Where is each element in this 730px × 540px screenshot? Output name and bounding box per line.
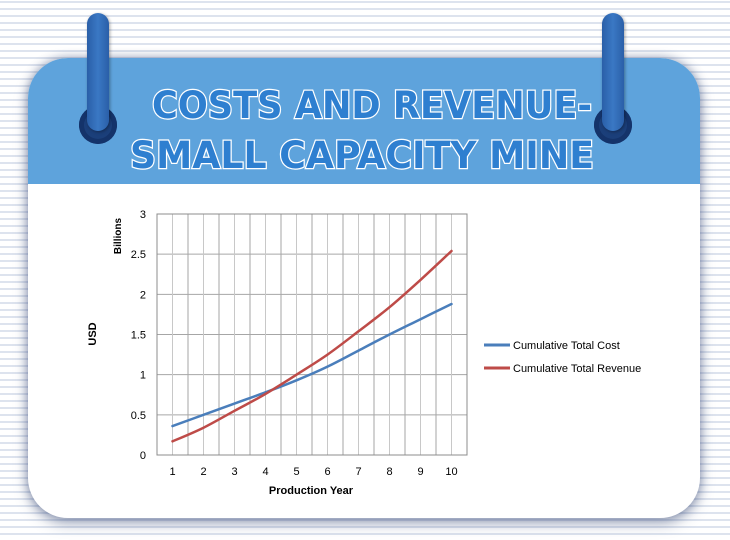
x-tick-label: 1	[169, 466, 175, 478]
x-tick-label: 2	[200, 466, 206, 478]
grid	[156, 213, 468, 456]
calendar-card	[28, 58, 700, 518]
y-tick-labels: 0 0.5 1 1.5 2 2.5 3	[131, 209, 146, 462]
x-tick-label: 8	[386, 466, 392, 478]
card-header	[28, 58, 700, 184]
right-binder-ring	[602, 13, 624, 131]
series-line-cumulative-total-revenue	[171, 249, 453, 443]
legend-label-revenue: Cumulative Total Revenue	[513, 363, 641, 375]
x-tick-label: 6	[324, 466, 330, 478]
legend: Cumulative Total Cost Cumulative Total R…	[484, 340, 641, 375]
x-tick-label: 3	[231, 466, 237, 478]
x-tick-label: 7	[355, 466, 361, 478]
legend-label-cost: Cumulative Total Cost	[513, 340, 620, 352]
x-axis-title: Production Year	[269, 485, 354, 497]
y-axis-title: USD	[87, 322, 99, 345]
x-tick-label: 9	[417, 466, 423, 478]
x-tick-label: 5	[293, 466, 299, 478]
x-tick-label: 4	[262, 466, 268, 478]
left-binder-ring	[87, 13, 109, 131]
title-line-1: COSTS AND REVENUE-	[152, 84, 592, 127]
x-tick-labels: 1 2 3 4 5 6 7 8 9 10	[169, 466, 457, 478]
y-tick-label: 0	[140, 450, 146, 462]
x-tick-label: 10	[445, 466, 457, 478]
y-unit-label: Billions	[113, 218, 124, 255]
plot-area-border	[156, 213, 468, 456]
title-line-2: SMALL CAPACITY MINE	[130, 134, 594, 177]
series-line-cumulative-total-cost	[171, 302, 453, 428]
y-tick-label: 1.5	[131, 330, 146, 342]
y-tick-label: 0.5	[131, 410, 146, 422]
y-tick-label: 2.5	[131, 249, 146, 261]
y-tick-label: 2	[140, 289, 146, 301]
y-tick-label: 3	[140, 209, 146, 221]
y-tick-label: 1	[140, 370, 146, 382]
series-layer	[171, 249, 453, 443]
